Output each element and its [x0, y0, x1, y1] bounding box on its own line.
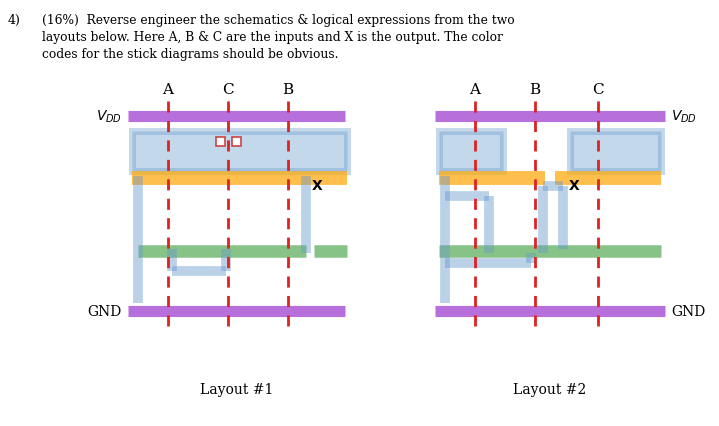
Text: A: A [162, 83, 173, 97]
Bar [216, 137, 224, 146]
Text: codes for the stick diagrams should be obvious.: codes for the stick diagrams should be o… [42, 48, 339, 61]
Text: X: X [569, 178, 580, 193]
Text: X: X [312, 178, 323, 193]
Text: 4): 4) [8, 14, 21, 27]
Text: Layout #1: Layout #1 [200, 382, 273, 396]
Text: (16%)  Reverse engineer the schematics & logical expressions from the two: (16%) Reverse engineer the schematics & … [42, 14, 515, 27]
Text: $V_{DD}$: $V_{DD}$ [96, 109, 122, 125]
Bar [570, 132, 661, 172]
Bar [232, 137, 240, 146]
Text: GND: GND [88, 304, 122, 318]
Text: GND: GND [671, 304, 705, 318]
Text: C: C [222, 83, 234, 97]
Text: $V_{DD}$: $V_{DD}$ [671, 109, 697, 125]
Bar [132, 132, 347, 172]
Text: B: B [529, 83, 541, 97]
Text: layouts below. Here A, B & C are the inputs and X is the output. The color: layouts below. Here A, B & C are the inp… [42, 31, 503, 44]
Text: Layout #2: Layout #2 [513, 382, 587, 396]
Text: B: B [283, 83, 293, 97]
Text: A: A [470, 83, 480, 97]
Bar [439, 132, 503, 172]
Text: C: C [592, 83, 604, 97]
